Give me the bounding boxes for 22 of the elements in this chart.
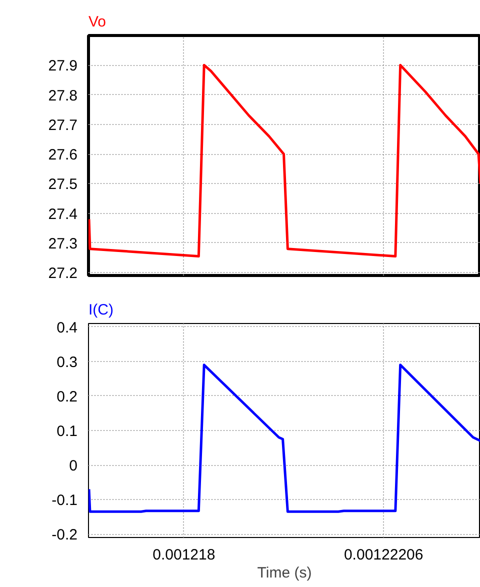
x-axis-title: Time (s)	[257, 564, 312, 582]
text: Vo	[88, 14, 106, 30]
y-tick-label: 27.9	[48, 58, 78, 75]
y-tick-label: -0.1	[52, 492, 78, 510]
y-tick-label: 27.2	[48, 265, 78, 282]
y-tick-label: 27.7	[48, 116, 78, 134]
x-tick-label: 0.00122206	[344, 546, 424, 564]
text: I(C)	[88, 302, 114, 318]
y-tick-label: 0.1	[56, 423, 78, 440]
y-tick-label: 0.3	[56, 354, 78, 371]
y-tick-label: 0.2	[56, 388, 78, 406]
line-series	[88, 64, 480, 258]
y-tick-label: 27.3	[48, 235, 78, 252]
x-tick-label: 0.001218	[152, 546, 216, 564]
y-tick-label: 27.4	[48, 206, 78, 223]
y-tick-label: -0.2	[52, 526, 78, 544]
line-series	[88, 364, 480, 513]
y-tick-label: 27.5	[48, 176, 78, 194]
y-tick-label: 0	[69, 458, 78, 475]
y-tick-label: 27.8	[48, 87, 78, 104]
y-tick-label: 0.4	[56, 319, 78, 336]
y-tick-label: 27.6	[48, 146, 78, 164]
